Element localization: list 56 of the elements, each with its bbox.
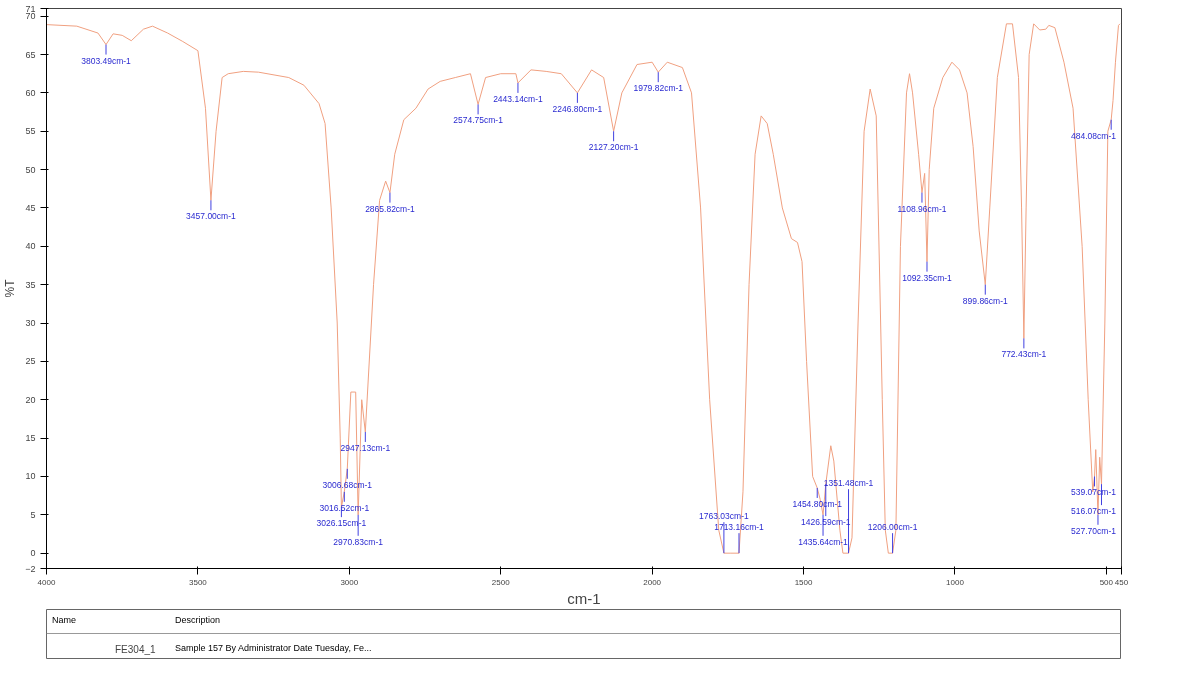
annotation: 3457.00cm-1 <box>186 211 237 222</box>
y-tick-label: 30 <box>25 318 36 329</box>
annotation: 1763.03cm-1 <box>699 511 749 522</box>
line-series <box>46 23 1121 554</box>
y-tick-label: −2 <box>25 563 36 574</box>
annotation: 2865.82cm-1 <box>365 203 416 214</box>
annotation: 1108.96cm-1 <box>897 203 947 214</box>
y-tick-label: 5 <box>30 509 36 520</box>
y-tick-label: 40 <box>25 241 36 252</box>
text: Description <box>175 614 221 625</box>
y-tick-label: 70 <box>25 11 36 22</box>
y-tick-label: 10 <box>25 471 36 482</box>
x-tick-label: 1500 <box>794 577 813 587</box>
y-tick-label: 45 <box>25 202 36 213</box>
annotation: 1351.48cm-1 <box>823 478 874 489</box>
y-tick-label: 71 <box>25 3 36 14</box>
text: Sample 157 By Administrator Date Tuesday, Fe... <box>175 642 372 653</box>
x-tick-label: 3500 <box>189 577 208 587</box>
annotation: 484.08cm-1 <box>1071 130 1117 141</box>
x-tick-label: 2500 <box>491 577 511 587</box>
x-tick-label: 4000 <box>37 577 56 587</box>
y-axis-title: %T <box>3 278 18 298</box>
y-tick-label: 60 <box>25 87 36 98</box>
annotation: 1713.16cm-1 <box>714 522 765 533</box>
y-tick-label: 35 <box>25 279 36 290</box>
annotation: 3803.49cm-1 <box>81 55 132 66</box>
y-tick-label: 65 <box>25 49 36 60</box>
y-tick-label: 25 <box>25 356 36 367</box>
annotation: 527.70cm-1 <box>1071 525 1117 536</box>
y-tick-label: 55 <box>25 126 36 137</box>
y-tick-label: 50 <box>25 164 36 175</box>
x-tick-label: 450 <box>1114 577 1129 587</box>
annotation: 2947.13cm-1 <box>340 442 391 453</box>
text: Name <box>52 614 77 625</box>
annotation: 516.07cm-1 <box>1071 506 1117 517</box>
y-tick-label: 20 <box>25 394 36 405</box>
annotation: 899.86cm-1 <box>962 295 1008 306</box>
annotation: 2246.80cm-1 <box>552 103 603 114</box>
annotation: 772.43cm-1 <box>1001 349 1047 360</box>
x-tick-label: 3000 <box>340 577 359 587</box>
annotation: 2127.20cm-1 <box>588 142 639 153</box>
x-axis-title: cm-1 <box>567 589 601 607</box>
x-tick-label: 500 <box>1099 577 1114 587</box>
y-tick-label: 0 <box>30 548 36 559</box>
annotation: 1435.64cm-1 <box>798 536 849 547</box>
annotation: 2574.75cm-1 <box>453 115 504 126</box>
x-tick-label: 1000 <box>946 577 965 587</box>
text: FE304_1 <box>115 642 156 656</box>
annotation: 1206.00cm-1 <box>867 522 918 533</box>
annotation: 1092.35cm-1 <box>902 272 953 283</box>
annotation: 3006.68cm-1 <box>322 479 373 490</box>
y-tick-label: 15 <box>25 433 36 444</box>
annotation: 1979.82cm-1 <box>633 83 684 94</box>
annotation: 2970.83cm-1 <box>333 536 384 547</box>
x-tick-label: 2000 <box>643 577 662 587</box>
annotation: 2443.14cm-1 <box>493 93 544 104</box>
